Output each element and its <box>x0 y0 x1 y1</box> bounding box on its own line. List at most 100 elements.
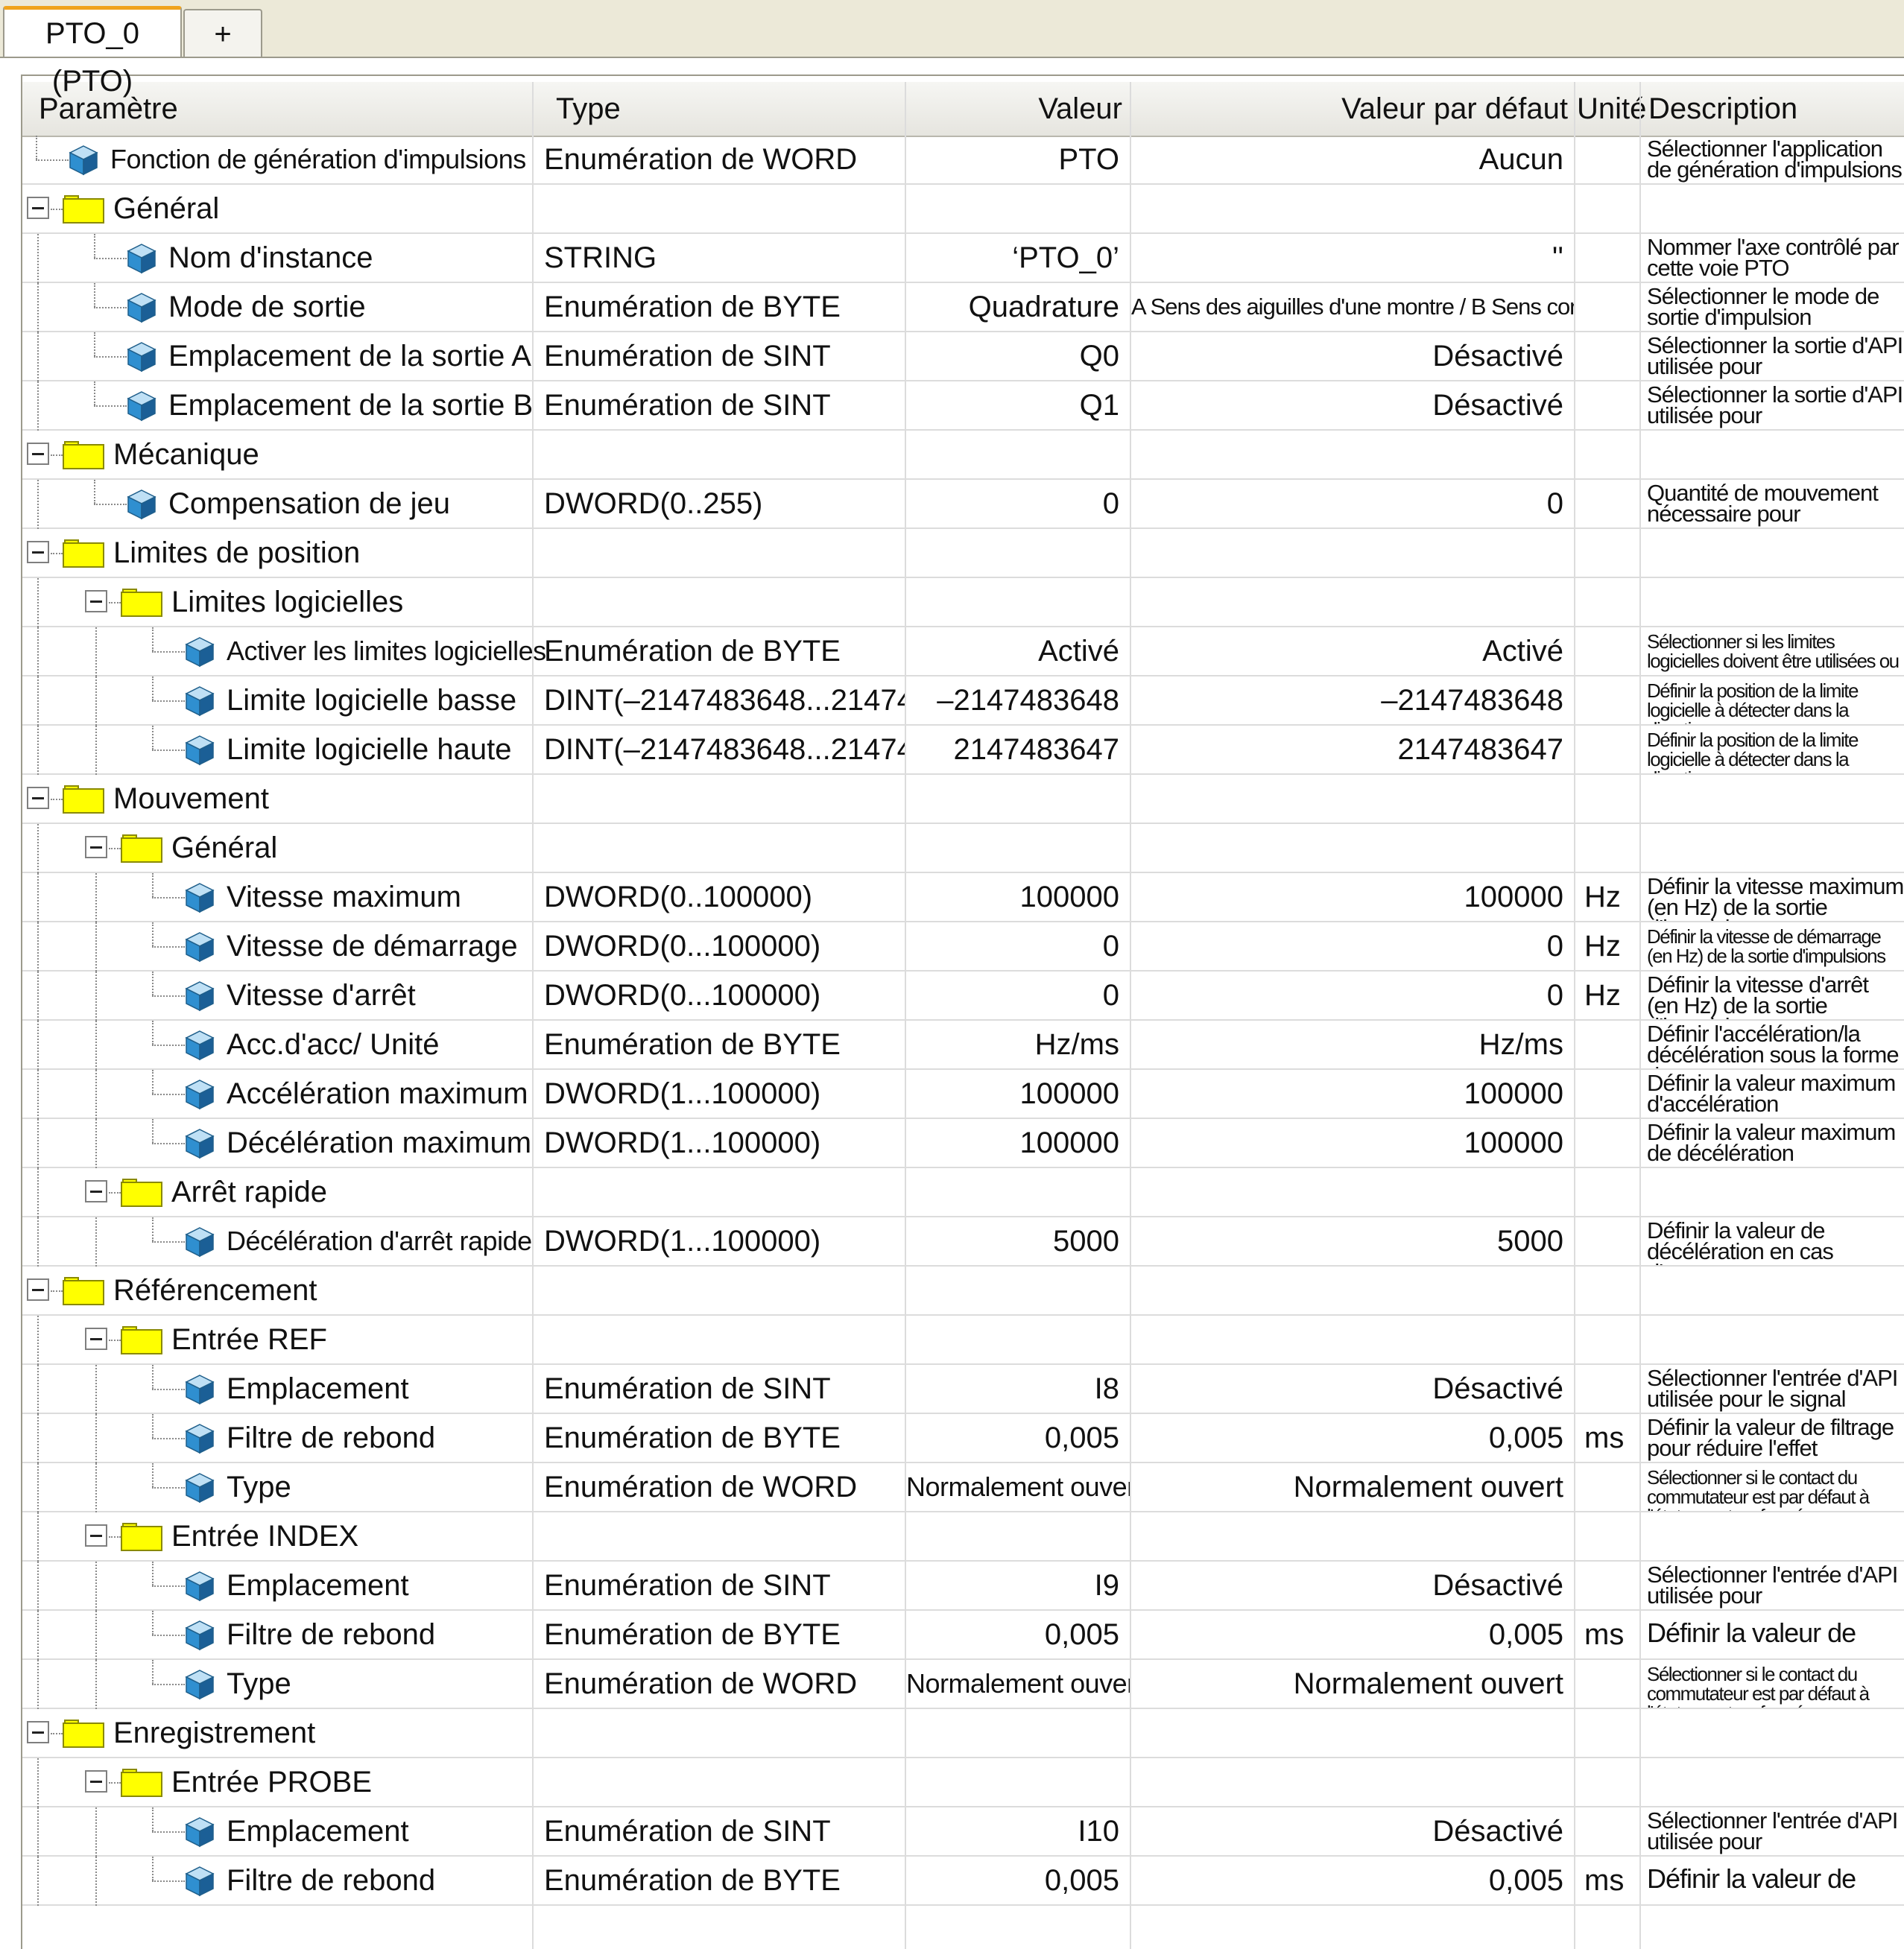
value-cell[interactable]: Q0 <box>1079 340 1119 373</box>
col-defaut[interactable]: Valeur par défaut <box>1341 92 1568 125</box>
value-cell[interactable]: 5000 <box>1053 1225 1119 1258</box>
parameter-name-cell: Filtre de rebond <box>22 1611 534 1660</box>
table-row[interactable]: Emplacement Enumération de SINT I9 Désactiv… <box>22 1562 1904 1611</box>
col-description[interactable]: Description <box>1648 92 1798 125</box>
table-row[interactable]: Vitesse d'arrêt DWORD(0...100000) 0 0 Hz Défi… <box>22 972 1904 1021</box>
type-cell: DWORD(1...100000) <box>544 1126 821 1159</box>
unit-cell <box>1575 136 1639 183</box>
table-row[interactable]: Vitesse de démarrage DWORD(0...100000) 0 0 H… <box>22 922 1904 972</box>
column-divider <box>1130 82 1131 1949</box>
tree-folder-row[interactable]: Entrée PROBE <box>22 1758 1904 1807</box>
table-row[interactable]: Fonction de génération d'impulsions Enumé… <box>22 136 1904 185</box>
type-cell: DINT(–2147483648...21474... <box>544 733 905 766</box>
value-cell[interactable]: Hz/ms <box>1034 1028 1119 1061</box>
value-cell[interactable]: 100000 <box>1019 881 1119 913</box>
tree-folder-row[interactable]: Limites de position <box>22 529 1904 578</box>
tree-folder-row[interactable]: Mécanique <box>22 431 1904 480</box>
description-cell: Définir la vitesse de démarrage (en Hz) … <box>1647 925 1886 967</box>
value-cell[interactable]: 0 <box>1102 930 1119 963</box>
collapse-toggle-icon[interactable] <box>85 1770 107 1793</box>
parameter-label: Fonction de génération d'impulsions <box>110 144 526 174</box>
table-row[interactable]: Décélération maximum DWORD(1...100000) 100… <box>22 1119 1904 1168</box>
value-cell[interactable]: I10 <box>1078 1815 1119 1848</box>
value-cell[interactable]: 100000 <box>1019 1077 1119 1110</box>
default-cell: Désactivé <box>1432 1569 1563 1602</box>
table-row[interactable]: Emplacement Enumération de SINT I8 Désactiv… <box>22 1365 1904 1414</box>
value-cell[interactable]: Normalement ouvert <box>906 1471 1130 1502</box>
table-row[interactable]: Limite logicielle haute DINT(–2147483648.… <box>22 726 1904 775</box>
col-unite[interactable]: Unité <box>1577 92 1647 125</box>
col-parametre[interactable]: Paramètre <box>39 92 178 125</box>
table-row[interactable]: Emplacement Enumération de SINT I10 Désacti… <box>22 1807 1904 1857</box>
default-cell: 2147483647 <box>1397 733 1563 766</box>
table-row[interactable]: Compensation de jeu DWORD(0..255) 0 0 Quanti… <box>22 480 1904 529</box>
parameter-name-cell: Entrée INDEX <box>22 1512 534 1562</box>
value-cell[interactable]: ‘PTO_0’ <box>1012 241 1119 274</box>
unit-cell <box>1575 1562 1639 1609</box>
table-row[interactable]: Décélération d'arrêt rapide DWORD(1...100… <box>22 1217 1904 1267</box>
value-cell[interactable]: I9 <box>1094 1569 1119 1602</box>
default-cell: –2147483648 <box>1381 684 1563 717</box>
table-row[interactable]: Filtre de rebond Enumération de BYTE 0,005… <box>22 1857 1904 1906</box>
table-row[interactable]: Type Enumération de WORD Normalement ouver… <box>22 1660 1904 1709</box>
table-row[interactable]: Emplacement de la sortie A Enumération de… <box>22 332 1904 381</box>
table-row[interactable]: Acc.d'acc/ Unité Enumération de BYTE Hz/ms… <box>22 1021 1904 1070</box>
value-cell[interactable]: PTO <box>1058 143 1119 176</box>
value-cell[interactable]: Normalement ouvert <box>906 1668 1130 1699</box>
table-row[interactable]: Accélération maximum DWORD(1...100000) 100… <box>22 1070 1904 1119</box>
collapse-toggle-icon[interactable] <box>85 1180 107 1202</box>
default-cell: Désactivé <box>1432 1372 1563 1405</box>
value-cell[interactable]: 0 <box>1102 487 1119 520</box>
table-row[interactable]: Type Enumération de WORD Normalement ouver… <box>22 1463 1904 1512</box>
collapse-toggle-icon[interactable] <box>27 541 49 563</box>
value-cell[interactable]: 0 <box>1102 979 1119 1012</box>
collapse-toggle-icon[interactable] <box>85 1328 107 1350</box>
value-cell[interactable]: 0,005 <box>1044 1422 1119 1454</box>
table-row[interactable]: Activer les limites logicielles Enumérati… <box>22 627 1904 676</box>
tree-folder-row[interactable]: Référencement <box>22 1267 1904 1316</box>
collapse-toggle-icon[interactable] <box>27 1278 49 1301</box>
parameter-cube-icon <box>185 1620 215 1651</box>
value-cell[interactable]: Q1 <box>1079 389 1119 422</box>
col-type[interactable]: Type <box>556 92 621 125</box>
collapse-toggle-icon[interactable] <box>27 443 49 465</box>
tree-folder-row[interactable]: Entrée REF <box>22 1316 1904 1365</box>
value-cell[interactable]: 2147483647 <box>953 733 1119 766</box>
collapse-toggle-icon[interactable] <box>85 836 107 858</box>
tree-folder-row[interactable]: Enregistrement <box>22 1709 1904 1758</box>
value-cell[interactable]: –2147483648 <box>937 684 1119 717</box>
collapse-toggle-icon[interactable] <box>85 590 107 612</box>
tree-folder-row[interactable]: Général <box>22 824 1904 873</box>
value-cell[interactable]: I8 <box>1094 1372 1119 1405</box>
parameter-name-cell: Mécanique <box>22 431 534 478</box>
collapse-toggle-icon[interactable] <box>27 197 49 219</box>
value-cell[interactable]: Quadrature <box>968 291 1119 323</box>
tree-folder-row[interactable]: Arrêt rapide <box>22 1168 1904 1217</box>
default-cell: Désactivé <box>1432 389 1563 422</box>
table-row[interactable]: Filtre de rebond Enumération de BYTE 0,005… <box>22 1414 1904 1463</box>
table-row[interactable]: Vitesse maximum DWORD(0..100000) 100000 100… <box>22 873 1904 922</box>
collapse-toggle-icon[interactable] <box>27 1721 49 1743</box>
tab-pto0[interactable]: PTO_0 (PTO) <box>3 6 182 98</box>
tree-folder-row[interactable]: Mouvement <box>22 775 1904 824</box>
col-valeur[interactable]: Valeur <box>1038 92 1122 125</box>
parameter-name-cell: Emplacement de la sortie A <box>22 332 534 381</box>
collapse-toggle-icon[interactable] <box>27 787 49 809</box>
tree-folder-row[interactable]: Entrée INDEX <box>22 1512 1904 1562</box>
value-cell[interactable]: 0,005 <box>1044 1864 1119 1897</box>
value-cell[interactable]: Activé <box>1038 635 1119 668</box>
value-cell[interactable]: 0,005 <box>1044 1618 1119 1651</box>
collapse-toggle-icon[interactable] <box>85 1524 107 1547</box>
table-row[interactable]: Emplacement de la sortie B Enumération de… <box>22 381 1904 431</box>
parameter-cube-icon <box>185 735 215 766</box>
tree-folder-row[interactable]: Limites logicielles <box>22 578 1904 627</box>
table-row[interactable]: Limite logicielle basse DINT(–2147483648.… <box>22 676 1904 726</box>
add-tab-button[interactable]: + <box>183 9 262 57</box>
unit-cell <box>1575 1365 1639 1413</box>
tree-folder-row[interactable]: Général <box>22 185 1904 234</box>
table-row[interactable]: Nom d'instance STRING ‘PTO_0’ '' Nommer l'ax… <box>22 234 1904 283</box>
value-cell[interactable]: 100000 <box>1019 1126 1119 1159</box>
table-row[interactable]: Filtre de rebond Enumération de BYTE 0,005… <box>22 1611 1904 1660</box>
parameter-name-cell: Limites de position <box>22 529 534 577</box>
table-row[interactable]: Mode de sortie Enumération de BYTE Quadrat… <box>22 283 1904 332</box>
